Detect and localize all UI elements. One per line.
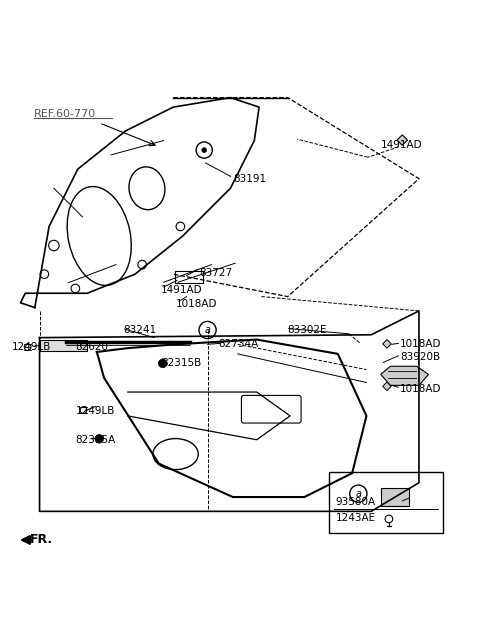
Text: 1018AD: 1018AD [400,339,442,350]
Polygon shape [381,366,429,385]
Text: 82315A: 82315A [75,435,116,445]
Text: 1491AD: 1491AD [381,141,422,150]
Text: 1243AE: 1243AE [336,512,375,523]
Text: 1249LB: 1249LB [12,342,51,352]
Text: 82734A: 82734A [218,339,259,350]
Text: 83191: 83191 [233,174,266,184]
FancyBboxPatch shape [329,472,443,533]
Text: a: a [204,325,211,335]
Text: a: a [355,489,361,498]
Text: 83302E: 83302E [288,325,327,335]
FancyBboxPatch shape [381,488,409,505]
Text: FR.: FR. [30,534,53,546]
Text: 83727: 83727 [199,268,233,278]
Text: 83920B: 83920B [400,351,440,362]
FancyBboxPatch shape [39,339,87,351]
Text: 93580A: 93580A [336,497,375,507]
Text: 82315B: 82315B [161,358,202,369]
Circle shape [202,148,206,153]
Text: 82620: 82620 [75,342,108,352]
Text: 1249LB: 1249LB [75,406,115,416]
Text: 1491AD: 1491AD [161,285,203,295]
Text: 83241: 83241 [123,325,156,335]
Text: REF.60-770: REF.60-770 [34,109,96,119]
Text: 1018AD: 1018AD [176,299,217,309]
Text: 1018AD: 1018AD [400,383,442,394]
Circle shape [158,359,167,367]
Circle shape [95,435,104,443]
